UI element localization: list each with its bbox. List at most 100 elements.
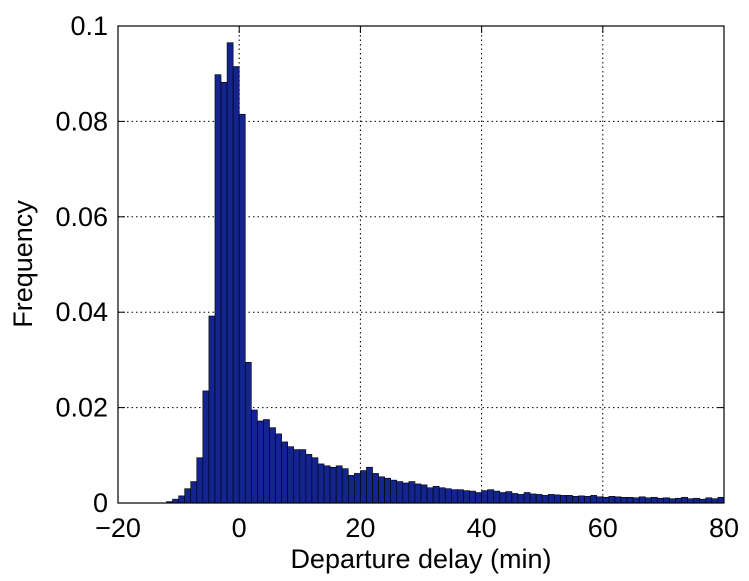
bar bbox=[287, 446, 295, 504]
bar bbox=[305, 454, 313, 504]
bar bbox=[329, 466, 337, 504]
bar bbox=[614, 496, 622, 504]
bar bbox=[547, 494, 555, 504]
bar bbox=[396, 481, 404, 504]
bar bbox=[578, 495, 585, 504]
bar bbox=[481, 490, 488, 504]
x-tick-label: −20 bbox=[95, 513, 141, 543]
bar bbox=[572, 496, 579, 504]
bar bbox=[347, 475, 355, 504]
bar bbox=[663, 497, 670, 504]
bar bbox=[584, 496, 591, 504]
bar bbox=[711, 498, 719, 504]
bar bbox=[602, 496, 610, 504]
bar bbox=[669, 498, 676, 504]
bar bbox=[263, 419, 270, 504]
bar bbox=[184, 488, 192, 504]
bar bbox=[269, 427, 276, 504]
bar bbox=[638, 496, 646, 504]
bar bbox=[620, 496, 628, 504]
bar bbox=[469, 490, 476, 504]
plot-frame bbox=[117, 25, 725, 504]
bar bbox=[378, 476, 385, 504]
bar bbox=[335, 465, 343, 504]
bar bbox=[566, 495, 573, 504]
bar bbox=[360, 470, 367, 504]
y-tick-label: 0.04 bbox=[55, 297, 108, 327]
bar bbox=[420, 484, 428, 504]
x-tick-label: 20 bbox=[345, 513, 375, 543]
bar bbox=[402, 482, 410, 504]
bar bbox=[523, 492, 531, 504]
x-tick-label: 40 bbox=[467, 513, 497, 543]
y-tick-label: 0.08 bbox=[55, 106, 108, 136]
bar bbox=[251, 409, 258, 504]
y-tick-label: 0.1 bbox=[70, 11, 108, 41]
bar bbox=[687, 498, 695, 504]
bar bbox=[426, 487, 434, 504]
bar bbox=[675, 497, 682, 504]
bar bbox=[214, 74, 222, 504]
bar bbox=[275, 433, 282, 504]
bar bbox=[196, 457, 204, 504]
x-tick-label: 0 bbox=[232, 513, 247, 543]
bar bbox=[226, 42, 234, 504]
bar bbox=[432, 486, 440, 504]
bar bbox=[511, 493, 519, 504]
bar bbox=[505, 491, 513, 504]
y-tick-label: 0.06 bbox=[55, 202, 108, 232]
bar bbox=[529, 493, 537, 504]
bar bbox=[541, 495, 549, 504]
bar bbox=[644, 497, 652, 504]
bar bbox=[366, 466, 373, 504]
bar bbox=[535, 494, 543, 504]
x-axis-label: Departure delay (min) bbox=[290, 544, 551, 574]
bar bbox=[632, 497, 640, 504]
bar bbox=[323, 465, 331, 504]
bar bbox=[238, 113, 246, 504]
bar bbox=[372, 473, 379, 504]
bar bbox=[596, 496, 604, 504]
bar bbox=[341, 468, 349, 504]
bar bbox=[317, 463, 325, 504]
bar bbox=[293, 449, 301, 504]
bar bbox=[232, 66, 240, 504]
bar bbox=[475, 492, 482, 504]
x-tick-label: 60 bbox=[588, 513, 618, 543]
bar bbox=[457, 489, 464, 504]
bar bbox=[354, 473, 361, 504]
y-tick-label: 0.02 bbox=[55, 393, 108, 423]
bar bbox=[390, 479, 398, 504]
x-tick-label: 80 bbox=[709, 513, 739, 543]
bar bbox=[608, 496, 616, 504]
bar bbox=[408, 481, 416, 504]
bar bbox=[414, 483, 422, 504]
bar bbox=[650, 496, 658, 504]
bar bbox=[705, 497, 713, 504]
bar bbox=[590, 495, 598, 504]
bar bbox=[208, 315, 216, 504]
bar bbox=[717, 496, 725, 504]
bar bbox=[202, 390, 210, 504]
y-axis-label: Frequency bbox=[8, 200, 38, 328]
bar bbox=[190, 481, 198, 504]
bar bbox=[299, 449, 307, 504]
bar bbox=[281, 441, 288, 504]
bar bbox=[450, 489, 458, 504]
bar bbox=[438, 487, 446, 504]
bar bbox=[626, 496, 634, 504]
bar bbox=[517, 494, 525, 504]
bar bbox=[220, 81, 228, 504]
bar bbox=[681, 496, 688, 504]
bar bbox=[499, 492, 507, 504]
bar bbox=[487, 489, 495, 504]
y-tick-label: 0 bbox=[93, 488, 108, 518]
bar bbox=[311, 457, 319, 504]
bar bbox=[554, 494, 561, 504]
bar bbox=[257, 420, 264, 504]
bar bbox=[657, 497, 664, 504]
bar bbox=[693, 497, 701, 504]
bar bbox=[560, 495, 567, 504]
bar bbox=[178, 495, 185, 504]
